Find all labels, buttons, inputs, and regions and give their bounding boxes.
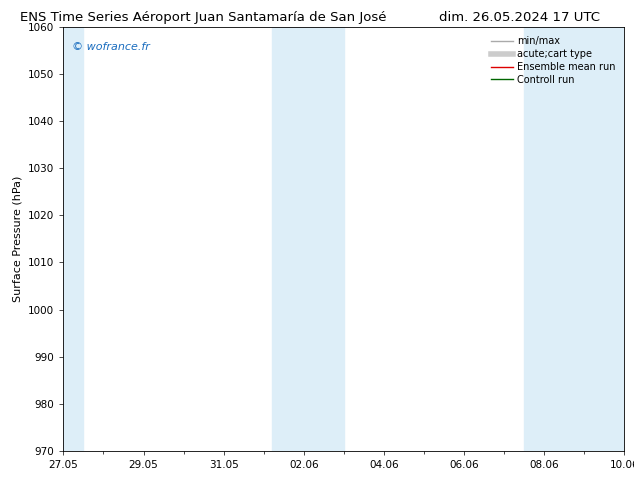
Text: ENS Time Series Aéroport Juan Santamaría de San José: ENS Time Series Aéroport Juan Santamaría… bbox=[20, 11, 386, 24]
Bar bbox=[272, 27, 344, 451]
Text: dim. 26.05.2024 17 UTC: dim. 26.05.2024 17 UTC bbox=[439, 11, 600, 24]
Legend: min/max, acute;cart type, Ensemble mean run, Controll run: min/max, acute;cart type, Ensemble mean … bbox=[488, 32, 619, 89]
Text: © wofrance.fr: © wofrance.fr bbox=[72, 42, 150, 52]
Bar bbox=[51, 27, 84, 451]
Y-axis label: Surface Pressure (hPa): Surface Pressure (hPa) bbox=[13, 176, 23, 302]
Bar bbox=[524, 27, 634, 451]
